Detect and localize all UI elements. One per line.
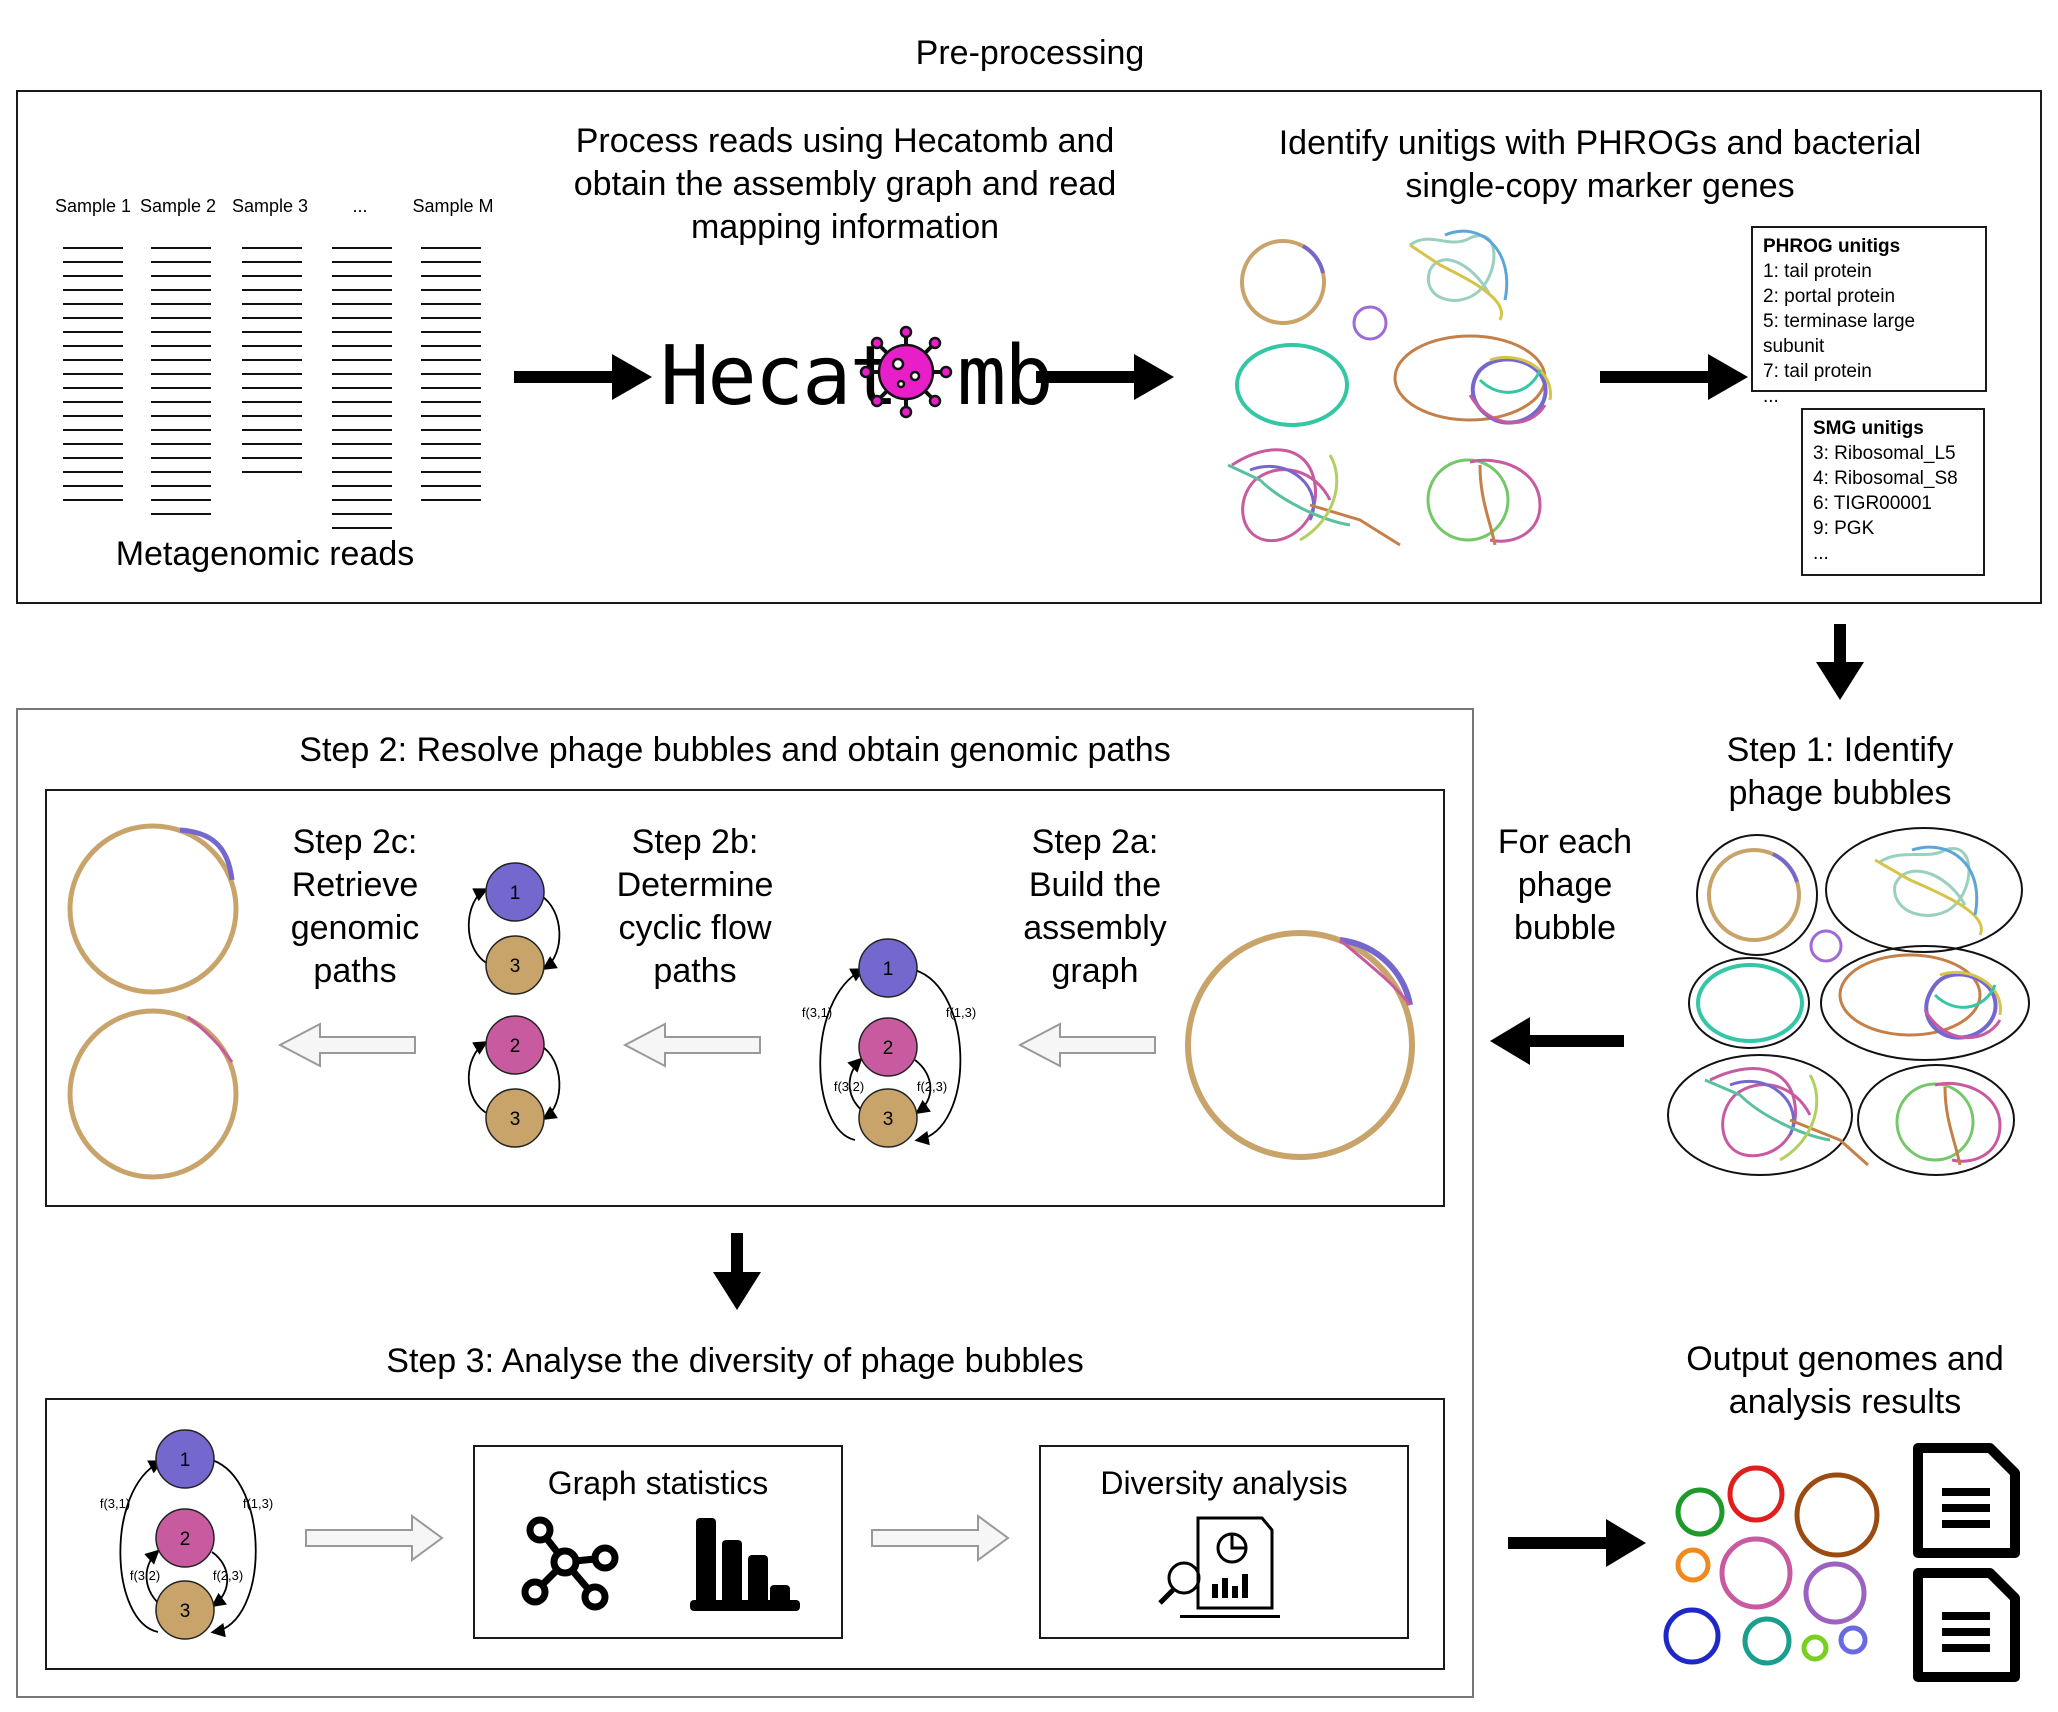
phrog-unitigs-list: PHROG unitigs 1: tail protein 2: portal … [1751,226,1987,407]
flow-label: f(3,2) [834,1079,864,1094]
sample-label: Sample 1 [54,196,132,216]
graph-node: 3 [510,956,521,977]
graph-node: 3 [180,1601,191,1622]
smg-list-title: SMG unitigs [1813,418,1924,439]
sample-label: Sample 2 [139,196,217,216]
graph-node: 2 [510,1036,521,1057]
list-item: 9: PGK [1813,518,1875,539]
preprocessing-title: Pre-processing [915,34,1145,72]
flow-label: f(3,1) [802,1005,832,1020]
graph-node: 2 [180,1529,191,1550]
smg-unitigs-list: SMG unitigs 3: Ribosomal_L5 4: Ribosomal… [1801,408,1985,576]
diversity-analysis-label: Diversity analysis [1100,1465,1348,1501]
list-item: 6: TIGR00001 [1813,493,1933,514]
sample-label: ... [352,196,368,216]
graph-node: 1 [510,883,521,904]
graph-node: 2 [883,1038,894,1059]
flow-label: f(2,3) [917,1079,947,1094]
step2a-label: Step 2a: Build the assembly graph [1023,823,1167,990]
sample-label: Sample 3 [231,196,309,216]
output-title: Output genomes and analysis results [1686,1340,2004,1421]
flow-label: f(3,1) [100,1496,130,1511]
graph-node: 1 [883,959,894,980]
list-item: 7: tail protein [1763,361,1872,382]
reads-label: Metagenomic reads [115,535,415,573]
hecatomb-description: Process reads using Hecatomb and obtain … [573,122,1117,246]
flow-label: f(2,3) [213,1568,243,1583]
list-item: 1: tail protein [1763,261,1872,282]
list-item: 2: portal protein [1763,286,1896,307]
step2c-label: Step 2c: Retrieve genomic paths [290,823,420,990]
graph-node: 3 [883,1109,894,1130]
sample-label: Sample M [412,196,494,216]
list-item: 5: terminase large subunit [1763,311,1916,357]
list-item: ... [1763,386,1779,407]
step2-title: Step 2: Resolve phage bubbles and obtain… [299,731,1171,769]
list-item: 3: Ribosomal_L5 [1813,443,1956,464]
step2b-label: Step 2b: Determine cyclic flow paths [616,823,774,990]
for-each-label: For each phage bubble [1497,823,1633,947]
step3-title: Step 3: Analyse the diversity of phage b… [386,1342,1084,1380]
step2-panel [45,789,1445,1207]
list-item: ... [1813,543,1829,564]
list-item: 4: Ribosomal_S8 [1813,468,1958,489]
flow-label: f(1,3) [243,1496,273,1511]
phrog-list-title: PHROG unitigs [1763,236,1901,257]
flow-label: f(1,3) [946,1005,976,1020]
graph-node: 1 [180,1450,191,1471]
graph-statistics-label: Graph statistics [547,1465,769,1501]
graph-node: 3 [510,1109,521,1130]
identify-description: Identify unitigs with PHROGs and bacteri… [1278,124,1922,205]
flow-label: f(3,2) [130,1568,160,1583]
step1-title: Step 1: Identify phage bubbles [1726,731,1954,812]
